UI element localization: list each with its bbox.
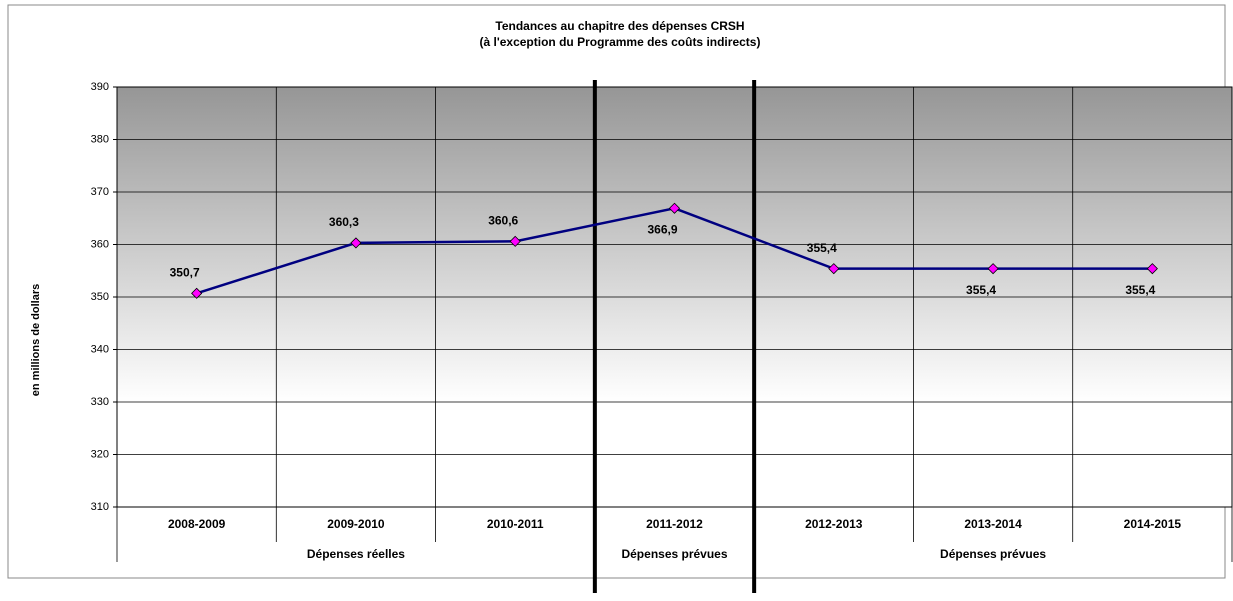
x-tick-label: 2012-2013 [805,517,863,531]
y-tick-label: 310 [91,501,109,513]
y-tick-label: 320 [91,448,109,460]
marker [987,263,999,275]
y-axis-label: en millions de dollars [30,284,42,396]
data-label: 360,3 [329,215,359,229]
x-tick-label: 2009-2010 [327,517,385,531]
marker [828,263,840,275]
data-label: 366,9 [647,222,677,236]
data-label: 360,6 [488,214,518,228]
x-tick-label: 2014-2015 [1124,517,1182,531]
group-label: Dépenses réelles [307,547,405,561]
chart-title: Tendances au chapitre des dépenses CRSH [495,19,744,33]
data-label: 355,4 [807,241,837,255]
data-label: 355,4 [966,283,996,297]
group-label: Dépenses prévues [621,547,727,561]
marker [191,287,203,299]
y-tick-label: 380 [91,133,109,145]
y-tick-label: 330 [91,396,109,408]
data-label: 355,4 [1125,283,1155,297]
x-tick-label: 2013-2014 [964,517,1022,531]
marker [668,202,681,214]
y-tick-label: 390 [91,81,109,93]
group-label: Dépenses prévues [940,547,1046,561]
y-tick-label: 370 [91,186,109,198]
chart-subtitle: (à l'exception du Programme des coûts in… [480,35,761,49]
marker [509,235,521,247]
x-tick-label: 2010-2011 [487,517,544,531]
y-tick-label: 350 [91,291,109,303]
y-tick-label: 360 [91,238,109,250]
marker [1146,263,1158,275]
marker [350,237,362,249]
x-tick-label: 2011-2012 [646,517,703,531]
y-tick-label: 340 [91,343,109,355]
x-tick-label: 2008-2009 [168,517,226,531]
data-label: 350,7 [170,265,200,279]
